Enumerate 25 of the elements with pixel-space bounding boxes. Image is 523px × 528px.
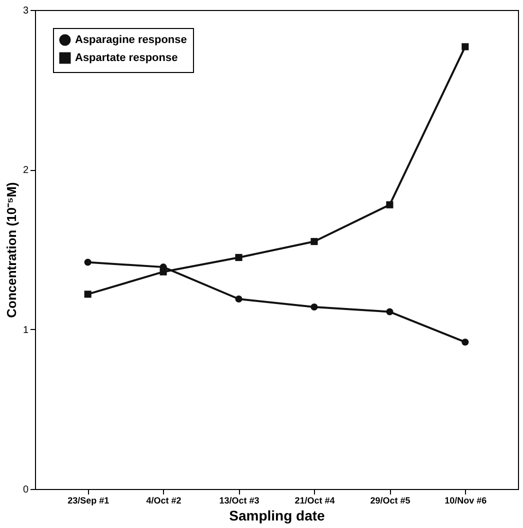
legend-label: Asparagine response bbox=[75, 34, 187, 46]
point bbox=[310, 238, 318, 246]
point bbox=[310, 303, 318, 311]
point bbox=[386, 201, 394, 208]
point bbox=[235, 295, 242, 303]
legend-label: Aspartate response bbox=[75, 52, 178, 64]
x-tick-label: 21/Oct #4 bbox=[294, 496, 335, 506]
point bbox=[462, 338, 469, 346]
y-tick-label: 3 bbox=[22, 6, 29, 16]
x-tick-label: 4/Oct #2 bbox=[146, 496, 182, 506]
y-tick-label: 0 bbox=[22, 484, 29, 496]
y-axis-title: Concentration (10⁻⁵M) bbox=[4, 182, 19, 318]
x-tick-label: 29/Oct #5 bbox=[370, 496, 410, 506]
y-tick-label: 1 bbox=[22, 324, 29, 336]
x-axis-title: Sampling date bbox=[229, 508, 326, 524]
point bbox=[386, 308, 394, 316]
point bbox=[235, 254, 242, 262]
point bbox=[84, 258, 92, 266]
y-tick-label: 2 bbox=[22, 165, 29, 176]
point bbox=[160, 268, 167, 276]
point bbox=[84, 290, 92, 298]
point bbox=[462, 43, 469, 50]
x-tick-label: 10/Nov #6 bbox=[444, 496, 487, 506]
x-tick-label: 23/Sep #1 bbox=[68, 496, 110, 506]
x-tick-label: 13/Oct #3 bbox=[219, 496, 260, 506]
